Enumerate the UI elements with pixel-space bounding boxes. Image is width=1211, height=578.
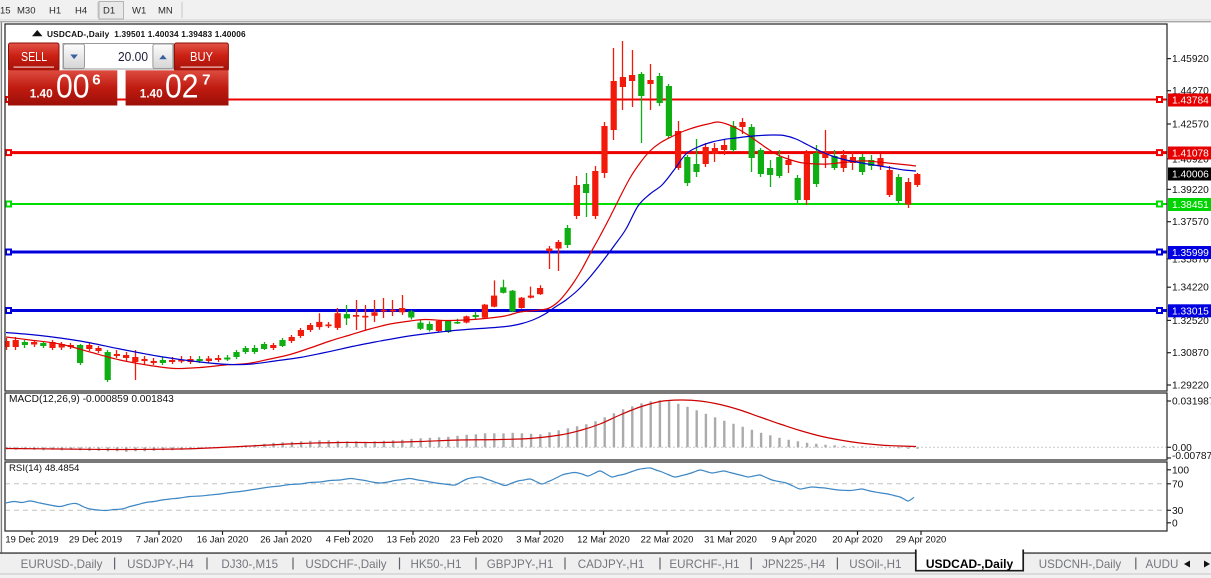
svg-text:M30: M30 (17, 6, 35, 17)
svg-text:22 Mar 2020: 22 Mar 2020 (641, 534, 694, 545)
svg-text:6: 6 (92, 72, 100, 89)
svg-text:15: 15 (0, 6, 11, 17)
svg-text:1.35999: 1.35999 (1172, 248, 1209, 259)
svg-text:CADJPY-,H1: CADJPY-,H1 (578, 558, 645, 571)
svg-text:1.40: 1.40 (30, 87, 53, 101)
svg-text:H1: H1 (49, 6, 61, 17)
svg-text:-0.007875: -0.007875 (1172, 451, 1211, 462)
svg-text:7: 7 (202, 72, 210, 89)
svg-text:02: 02 (165, 68, 199, 105)
svg-text:00: 00 (56, 68, 90, 105)
svg-text:1.43784: 1.43784 (1172, 96, 1209, 107)
svg-text:29 Apr 2020: 29 Apr 2020 (896, 534, 947, 545)
svg-text:1.33015: 1.33015 (1172, 307, 1209, 318)
svg-text:JPN225-,H4: JPN225-,H4 (762, 558, 826, 571)
svg-text:1.44270: 1.44270 (1172, 86, 1209, 97)
svg-text:1.34220: 1.34220 (1172, 283, 1209, 294)
svg-text:H4: H4 (75, 6, 87, 17)
svg-text:19 Dec 2019: 19 Dec 2019 (5, 534, 58, 545)
svg-text:26 Jan 2020: 26 Jan 2020 (260, 534, 312, 545)
svg-text:30: 30 (1172, 506, 1184, 517)
svg-text:EURCHF-,H1: EURCHF-,H1 (669, 558, 739, 571)
svg-text:23 Feb 2020: 23 Feb 2020 (450, 534, 503, 545)
svg-text:1.41078: 1.41078 (1172, 149, 1209, 160)
svg-text:1.35870: 1.35870 (1172, 254, 1209, 265)
svg-text:1.29220: 1.29220 (1172, 381, 1209, 392)
svg-text:29 Dec 2019: 29 Dec 2019 (69, 534, 122, 545)
svg-text:16 Jan 2020: 16 Jan 2020 (197, 534, 249, 545)
svg-text:HK50-,H1: HK50-,H1 (411, 558, 462, 571)
svg-text:20.00: 20.00 (118, 49, 148, 64)
svg-text:0.00: 0.00 (1172, 443, 1192, 454)
svg-text:USDCNH-,Daily: USDCNH-,Daily (1039, 558, 1122, 571)
svg-text:RSI(14) 48.4854: RSI(14) 48.4854 (9, 463, 80, 474)
svg-text:12 Mar 2020: 12 Mar 2020 (577, 534, 630, 545)
svg-text:USDCAD-,Daily 1.39501 1.40034: USDCAD-,Daily 1.39501 1.40034 1.39483 1.… (47, 29, 246, 39)
svg-text:MN: MN (158, 6, 173, 17)
svg-text:SELL: SELL (21, 49, 47, 64)
svg-text:GBPJPY-,H1: GBPJPY-,H1 (487, 558, 554, 571)
svg-text:EURUSD-,Daily: EURUSD-,Daily (21, 558, 103, 571)
svg-text:1.37570: 1.37570 (1172, 217, 1209, 228)
svg-text:1.40006: 1.40006 (1172, 170, 1209, 181)
svg-text:1.38451: 1.38451 (1172, 200, 1209, 211)
svg-text:1.42570: 1.42570 (1172, 120, 1209, 131)
svg-text:13 Feb 2020: 13 Feb 2020 (387, 534, 440, 545)
svg-text:1.32520: 1.32520 (1172, 316, 1209, 327)
svg-text:20 Apr 2020: 20 Apr 2020 (832, 534, 883, 545)
svg-text:USDCHF-,Daily: USDCHF-,Daily (305, 558, 386, 571)
svg-text:0.031987: 0.031987 (1172, 397, 1211, 408)
svg-text:USDCAD-,Daily: USDCAD-,Daily (926, 557, 1014, 571)
svg-text:4 Feb 2020: 4 Feb 2020 (326, 534, 373, 545)
svg-text:31 Mar 2020: 31 Mar 2020 (704, 534, 757, 545)
svg-text:DJ30-,M15: DJ30-,M15 (221, 558, 278, 571)
svg-text:1.40: 1.40 (140, 87, 163, 101)
svg-text:9 Apr 2020: 9 Apr 2020 (771, 534, 816, 545)
svg-text:7 Jan 2020: 7 Jan 2020 (136, 534, 182, 545)
svg-text:D1: D1 (103, 6, 115, 17)
svg-text:BUY: BUY (190, 49, 213, 64)
svg-text:70: 70 (1172, 479, 1184, 490)
svg-text:W1: W1 (132, 6, 146, 17)
svg-text:100: 100 (1172, 465, 1189, 476)
svg-text:USOil-,H1: USOil-,H1 (849, 558, 901, 571)
svg-text:USDJPY-,H4: USDJPY-,H4 (127, 558, 194, 571)
svg-text:1.39220: 1.39220 (1172, 185, 1209, 196)
svg-text:1.30870: 1.30870 (1172, 348, 1209, 359)
svg-text:1.45920: 1.45920 (1172, 54, 1209, 65)
svg-text:1.40920: 1.40920 (1172, 154, 1209, 165)
svg-text:MACD(12,26,9) -0.000859 0.0018: MACD(12,26,9) -0.000859 0.001843 (9, 394, 174, 405)
svg-text:3 Mar 2020: 3 Mar 2020 (516, 534, 563, 545)
svg-text:0: 0 (1172, 518, 1178, 529)
svg-text:AUDU: AUDU (1146, 558, 1179, 571)
